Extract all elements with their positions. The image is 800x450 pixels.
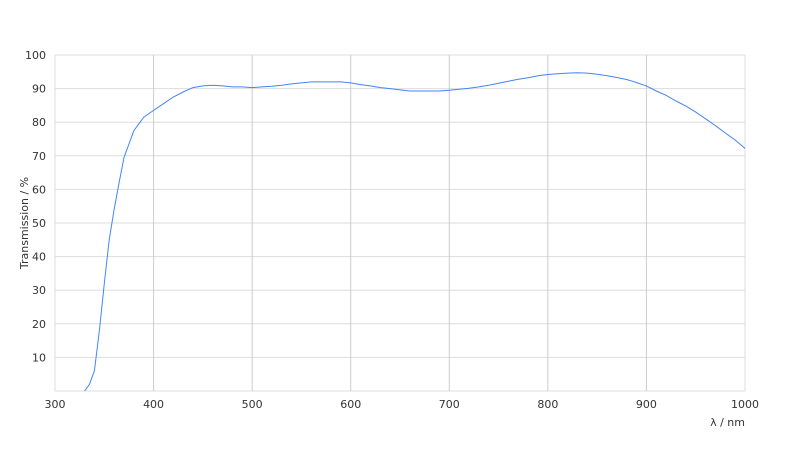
x-tick-label: 400 xyxy=(143,398,164,411)
y-tick-label: 90 xyxy=(32,83,46,96)
series-line xyxy=(84,72,746,392)
x-axis-label: λ / nm xyxy=(710,416,745,429)
y-tick-label: 100 xyxy=(25,49,46,62)
x-tick-label: 500 xyxy=(242,398,263,411)
y-tick-label: 30 xyxy=(32,284,46,297)
y-tick-label: 10 xyxy=(32,351,46,364)
y-axis-label: Transmission / % xyxy=(18,177,31,270)
x-tick-label: 700 xyxy=(439,398,460,411)
y-tick-label: 20 xyxy=(32,318,46,331)
grid xyxy=(54,54,746,392)
y-tick-label: 70 xyxy=(32,150,46,163)
tick-labels: 10 20 30 40 50 60 70 80 90 100 300 400 500 600 700 800 9… xyxy=(25,49,759,411)
y-tick-label: 40 xyxy=(32,251,46,264)
y-tick-label: 50 xyxy=(32,217,46,230)
x-tick-label: 800 xyxy=(537,398,558,411)
x-tick-label: 300 xyxy=(45,398,66,411)
x-tick-label: 600 xyxy=(340,398,361,411)
x-tick-label: 900 xyxy=(636,398,657,411)
y-tick-label: 80 xyxy=(32,116,46,129)
y-tick-label: 60 xyxy=(32,183,46,196)
x-tick-label: 1000 xyxy=(731,398,759,411)
